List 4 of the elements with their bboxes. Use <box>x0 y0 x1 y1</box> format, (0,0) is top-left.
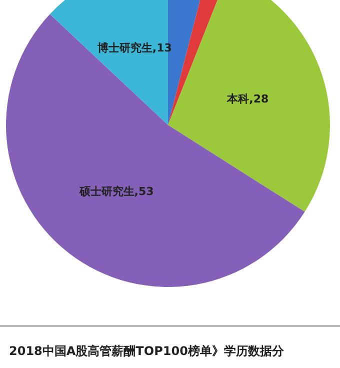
text: 2018中国A股高管薪酬TOP100榜单》学历数据分 <box>9 344 285 358</box>
slice-label: 硕士研究生,53 <box>78 184 154 198</box>
slice-label: 本科,28 <box>226 92 269 106</box>
slice-label: 博士研究生,13 <box>96 41 172 54</box>
